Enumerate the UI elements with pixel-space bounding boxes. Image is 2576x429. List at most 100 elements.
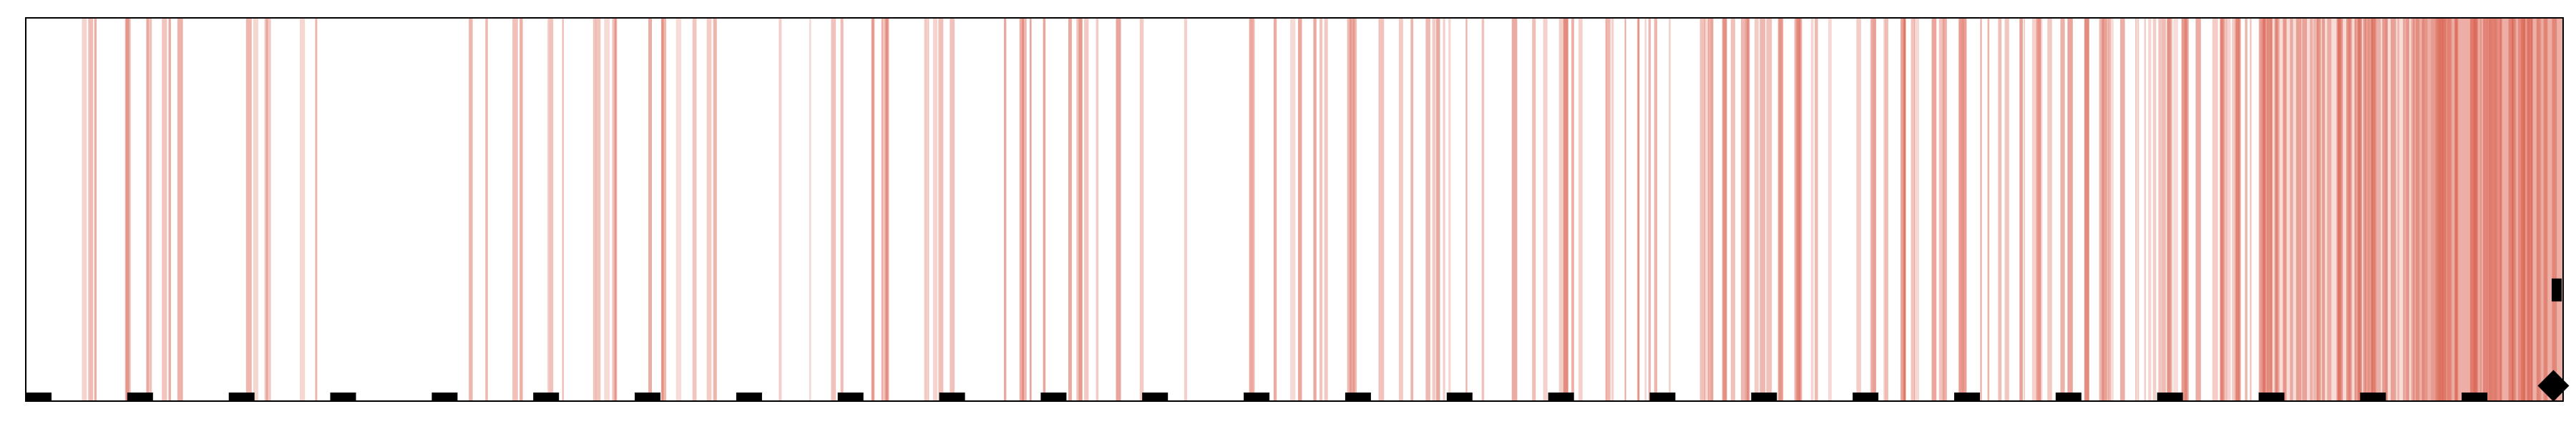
tick-marker-21 xyxy=(2157,393,2183,402)
stripe xyxy=(1669,18,1671,401)
stripe xyxy=(1900,18,1906,401)
tick-marker-15 xyxy=(1548,393,1574,402)
stripe xyxy=(2382,18,2388,401)
tick-marker-0 xyxy=(26,393,52,402)
stripe xyxy=(2497,18,2499,401)
stripe xyxy=(2358,18,2360,401)
stripe xyxy=(1298,18,1302,401)
stripe xyxy=(1856,18,1861,401)
stripe xyxy=(2469,18,2474,401)
stripe xyxy=(1116,18,1121,401)
stripe xyxy=(146,18,150,401)
stripe xyxy=(1347,18,1352,401)
stripe xyxy=(871,18,874,401)
stripe xyxy=(1465,18,1468,401)
stripe xyxy=(779,18,782,401)
stripe xyxy=(2158,18,2163,401)
stripe xyxy=(2040,18,2043,401)
stripe xyxy=(2536,18,2542,401)
stripe xyxy=(2456,18,2459,401)
stripe xyxy=(1029,18,1032,401)
stripe xyxy=(1730,18,1735,401)
stripe xyxy=(2436,18,2441,401)
stripe xyxy=(2084,18,2089,401)
tick-marker-19 xyxy=(1954,393,1980,402)
stripe xyxy=(125,18,130,401)
stripe xyxy=(1704,18,1709,401)
stripe xyxy=(2543,18,2545,401)
stripe xyxy=(549,18,554,401)
stripe xyxy=(2336,18,2341,401)
stripe xyxy=(2406,18,2409,401)
stripe xyxy=(2385,18,2388,401)
tick-marker-13 xyxy=(1345,393,1371,402)
stripe xyxy=(1810,18,1814,401)
stripe xyxy=(2119,18,2125,401)
stripe xyxy=(1778,18,1784,401)
stripe xyxy=(2442,18,2446,401)
tick-marker-8 xyxy=(837,393,864,402)
stripe xyxy=(1068,18,1072,401)
stripe xyxy=(1378,18,1385,401)
stripe xyxy=(2354,18,2357,401)
stripe xyxy=(2346,18,2351,401)
stripe xyxy=(1710,18,1714,401)
stripe xyxy=(2500,18,2502,401)
stripe xyxy=(1448,18,1451,401)
stripe xyxy=(1565,18,1568,401)
stripe xyxy=(2250,18,2252,401)
stripe xyxy=(2492,18,2496,401)
stripe xyxy=(1943,18,1947,401)
stripe xyxy=(1998,18,2002,401)
stripe xyxy=(2376,18,2381,401)
tick-marker-4 xyxy=(431,393,458,402)
stripe xyxy=(1398,18,1403,401)
stripe xyxy=(1980,18,1982,401)
tick-marker-20 xyxy=(2055,393,2082,402)
stripe xyxy=(2508,18,2514,401)
stripe xyxy=(881,18,884,401)
stripe xyxy=(1815,18,1818,401)
stripe xyxy=(2412,18,2414,401)
stripe xyxy=(706,18,712,401)
stripe xyxy=(2099,18,2104,401)
stripe xyxy=(2518,18,2522,401)
stripe xyxy=(2522,18,2526,401)
tick-marker-17 xyxy=(1751,393,1777,402)
stripe xyxy=(1511,18,1518,401)
stripe xyxy=(2512,18,2517,401)
stripe xyxy=(2473,18,2478,401)
stripe xyxy=(2060,18,2065,401)
stripe xyxy=(2316,18,2321,401)
stripe xyxy=(1481,18,1485,401)
stripe xyxy=(1078,18,1083,401)
stripe xyxy=(2264,18,2268,401)
stripe xyxy=(2545,18,2547,401)
stripe xyxy=(2455,18,2458,401)
stripe xyxy=(2437,18,2440,401)
tick-layer xyxy=(26,393,2488,402)
stripe xyxy=(2486,18,2490,401)
stripe xyxy=(1290,18,1296,401)
stripe xyxy=(1958,18,1962,401)
stripe xyxy=(1425,18,1430,401)
stripe xyxy=(1741,18,1745,401)
stripe xyxy=(2363,18,2366,401)
stripe xyxy=(1870,18,1876,401)
stripe xyxy=(595,18,601,401)
stripe xyxy=(1914,18,1919,401)
stripe xyxy=(2268,18,2273,401)
stripe xyxy=(2120,18,2125,401)
stripe xyxy=(2290,18,2293,401)
stripe xyxy=(2479,18,2482,401)
stripe xyxy=(1958,18,1961,401)
stripe xyxy=(245,18,252,401)
stripe xyxy=(469,18,473,401)
stripe xyxy=(2543,18,2548,401)
stripe xyxy=(1350,18,1355,401)
stripe xyxy=(2528,18,2530,401)
stripe xyxy=(1938,18,1942,401)
stripe xyxy=(1043,18,1046,401)
stripe xyxy=(2263,18,2265,401)
stripe xyxy=(94,18,97,401)
